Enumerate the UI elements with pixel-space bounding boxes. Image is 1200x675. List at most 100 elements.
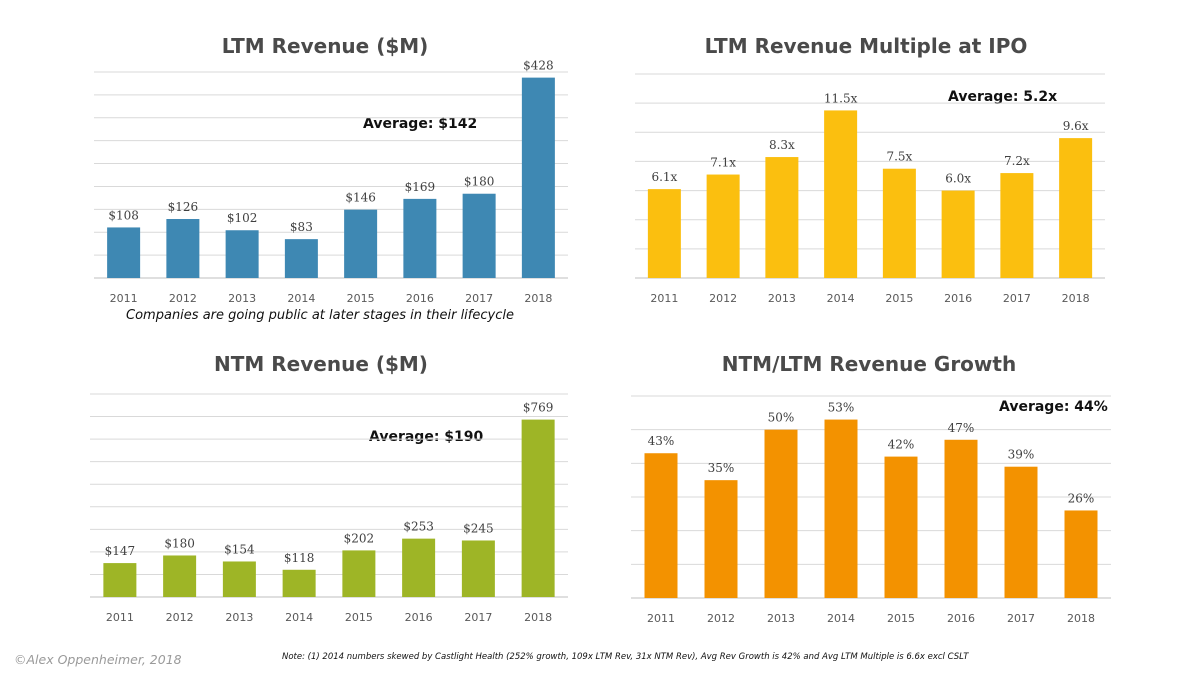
data-label-2012: 35%	[708, 461, 735, 475]
bar-2015	[882, 168, 916, 278]
tick-label-2016: 2016	[406, 292, 434, 305]
bar-2013	[222, 561, 256, 597]
data-label-2015: 42%	[888, 438, 915, 452]
bar-2013	[765, 157, 799, 278]
bar-2012	[706, 174, 740, 278]
data-label-2013: $102	[227, 211, 258, 225]
chart-revenue-growth: NTM/LTM Revenue Growth Average: 44% 43% 2…	[627, 352, 1111, 627]
data-label-2012: 7.1x	[710, 156, 736, 170]
bar-2016	[402, 538, 436, 597]
bar-2014	[282, 569, 316, 597]
tick-label-2016: 2016	[944, 292, 972, 305]
tick-label-2013: 2013	[767, 612, 795, 625]
tick-label-2017: 2017	[465, 292, 493, 305]
bar-chart-ltm-revenue: $108 2011 $126 2012 $102 2013 $83 2014 $146 2015 $…	[94, 59, 568, 305]
chart-ltm-multiple: LTM Revenue Multiple at IPO Average: 5.2…	[627, 34, 1105, 309]
average-annotation: Average: $190	[369, 429, 484, 445]
bar-2016	[403, 198, 437, 278]
bar-chart-revenue-growth: 43% 2011 35% 2012 50% 2013 53% 2014 42% 2015 47% 20…	[631, 395, 1111, 625]
bar-2013	[225, 230, 259, 278]
data-label-2017: $180	[464, 175, 495, 189]
bar-2012	[166, 219, 200, 278]
data-label-2013: 8.3x	[769, 138, 795, 152]
data-label-2015: $202	[344, 531, 375, 545]
data-label-2014: $83	[290, 220, 313, 234]
tick-label-2012: 2012	[166, 611, 194, 624]
bar-2017	[462, 193, 496, 278]
data-label-2016: 47%	[948, 421, 975, 435]
chart-title: NTM Revenue ($M)	[214, 352, 428, 376]
data-label-2016: $253	[403, 520, 434, 534]
tick-label-2011: 2011	[650, 292, 678, 305]
bar-2016	[941, 190, 975, 278]
tick-label-2012: 2012	[709, 292, 737, 305]
bar-2012	[704, 480, 738, 598]
chart-title: NTM/LTM Revenue Growth	[721, 352, 1017, 376]
data-label-2016: 6.0x	[945, 172, 971, 186]
bar-2017	[1000, 173, 1034, 278]
bar-2016	[944, 439, 978, 598]
data-label-2014: 11.5x	[824, 91, 858, 105]
footnote: Note: (1) 2014 numbers skewed by Castlig…	[282, 652, 969, 662]
tick-label-2013: 2013	[225, 611, 253, 624]
average-annotation: Average: 44%	[999, 399, 1108, 415]
bar-2011	[647, 189, 681, 278]
data-label-2011: $108	[108, 208, 139, 222]
tick-label-2016: 2016	[405, 611, 433, 624]
chart-title: LTM Revenue ($M)	[221, 34, 429, 58]
bar-chart-ntm-revenue: $147 2011 $180 2012 $154 2013 $118 2014 $202 2015…	[90, 393, 568, 624]
average-annotation: Average: $142	[363, 116, 478, 132]
tick-label-2018: 2018	[524, 292, 552, 305]
bar-2015	[344, 209, 378, 278]
bar-2017	[461, 540, 495, 597]
bar-2015	[884, 456, 918, 598]
tick-label-2014: 2014	[285, 611, 313, 624]
data-label-2015: 7.5x	[886, 150, 912, 164]
tick-label-2017: 2017	[1007, 612, 1035, 625]
data-label-2012: $180	[164, 536, 195, 550]
bar-2014	[284, 239, 318, 278]
data-label-2012: $126	[168, 200, 199, 214]
tick-label-2014: 2014	[287, 292, 315, 305]
average-annotation: Average: 5.2x	[948, 89, 1058, 105]
tick-label-2011: 2011	[106, 611, 134, 624]
data-label-2018: 9.6x	[1063, 119, 1089, 133]
bar-2014	[824, 419, 858, 598]
tick-label-2015: 2015	[887, 612, 915, 625]
tick-label-2014: 2014	[827, 292, 855, 305]
tick-label-2015: 2015	[885, 292, 913, 305]
tick-label-2017: 2017	[1003, 292, 1031, 305]
data-label-2017: 39%	[1008, 448, 1035, 462]
data-label-2018: $769	[523, 401, 554, 415]
bar-2011	[107, 227, 141, 278]
tick-label-2018: 2018	[1062, 292, 1090, 305]
data-label-2014: $118	[284, 551, 315, 565]
data-label-2016: $169	[405, 180, 436, 194]
bar-2011	[103, 563, 137, 597]
data-label-2017: $245	[463, 521, 494, 535]
bar-2014	[824, 110, 858, 278]
tick-label-2016: 2016	[947, 612, 975, 625]
bar-2018	[1064, 510, 1098, 598]
chart-ntm-revenue: NTM Revenue ($M) Average: $190 $147 2011 $…	[74, 352, 568, 627]
tick-label-2012: 2012	[707, 612, 735, 625]
bar-2018	[521, 77, 555, 278]
data-label-2015: $146	[345, 191, 376, 205]
tick-label-2013: 2013	[768, 292, 796, 305]
data-label-2018: 26%	[1068, 491, 1095, 505]
data-label-2017: 7.2x	[1004, 154, 1030, 168]
bar-2013	[764, 429, 798, 598]
data-label-2014: 53%	[828, 401, 855, 415]
chart-caption: Companies are going public at later stag…	[126, 308, 514, 323]
chart-title: LTM Revenue Multiple at IPO	[704, 34, 1028, 58]
bar-2015	[342, 550, 376, 597]
tick-label-2017: 2017	[464, 611, 492, 624]
copyright-notice: ©Alex Oppenheimer, 2018	[14, 652, 182, 667]
data-label-2013: 50%	[768, 411, 795, 425]
tick-label-2011: 2011	[647, 612, 675, 625]
tick-label-2018: 2018	[1067, 612, 1095, 625]
bar-2011	[644, 453, 678, 598]
tick-label-2013: 2013	[228, 292, 256, 305]
bar-2018	[1059, 138, 1093, 278]
data-label-2018: $428	[523, 59, 554, 73]
